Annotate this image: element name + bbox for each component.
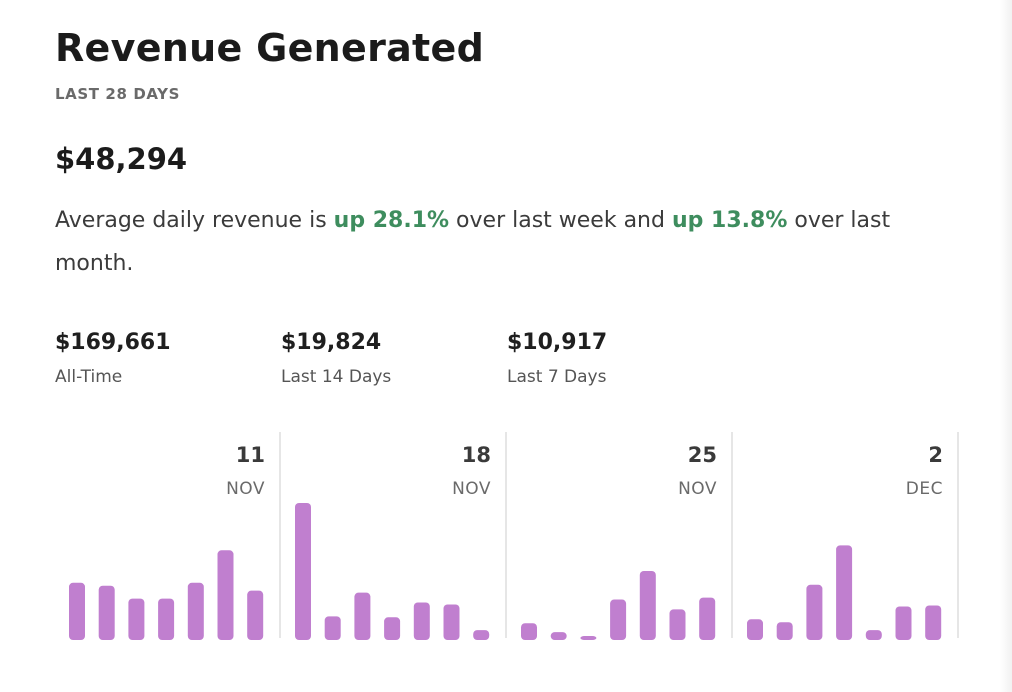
tick-day-label: 2	[928, 443, 943, 467]
period-label: LAST 28 DAYS	[55, 85, 181, 103]
chart-bar[interactable]	[354, 592, 371, 640]
chart-bar[interactable]	[324, 616, 341, 640]
chart-bar[interactable]	[669, 609, 686, 640]
chart-bar[interactable]	[925, 605, 942, 640]
chart-bar[interactable]	[699, 597, 716, 640]
chart-bar[interactable]	[295, 502, 311, 640]
summary-prefix: Average daily revenue is	[55, 208, 334, 233]
tick-day-label: 11	[236, 443, 265, 467]
stat-value: $10,917	[507, 330, 608, 355]
chart-bar[interactable]	[384, 617, 401, 640]
stat-last-14-days: $19,824 Last 14 Days	[281, 328, 391, 391]
chart-bar[interactable]	[413, 602, 430, 640]
chart-bar[interactable]	[639, 570, 656, 640]
stat-value: $169,661	[55, 330, 171, 355]
revenue-summary: Average daily revenue is up 28.1% over l…	[55, 199, 955, 285]
chart-bar[interactable]	[550, 632, 567, 640]
chart-bar[interactable]	[128, 598, 145, 640]
chart-bar[interactable]	[98, 585, 115, 640]
stat-last-7-days: $10,917 Last 7 Days	[507, 328, 607, 391]
chart-bar[interactable]	[580, 636, 597, 640]
chart-bar[interactable]	[836, 545, 853, 640]
summary-middle: over last week and	[449, 208, 672, 233]
chart-bar[interactable]	[187, 582, 204, 640]
stat-value: $19,824	[281, 330, 382, 355]
tick-day-label: 18	[462, 443, 491, 467]
chart-bar[interactable]	[747, 619, 763, 640]
summary-suffix: over last month.	[55, 208, 891, 276]
stat-label: All-Time	[55, 367, 123, 387]
chart-bar[interactable]	[806, 584, 823, 640]
chart-bar[interactable]	[521, 623, 537, 640]
tick-month-label: NOV	[678, 479, 717, 499]
chart-bar[interactable]	[443, 604, 460, 640]
chart-bar[interactable]	[247, 590, 264, 640]
chart-bar[interactable]	[69, 582, 85, 640]
chart-bar[interactable]	[895, 606, 912, 640]
tick-day-label: 25	[688, 443, 717, 467]
chart-bar[interactable]	[217, 550, 234, 640]
card-edge-shadow	[1000, 0, 1012, 692]
tick-month-label: NOV	[226, 479, 265, 499]
stat-all-time: $169,661 All-Time	[55, 328, 171, 391]
card-title: Revenue Generated	[55, 26, 485, 70]
monthly-change: up 13.8%	[671, 208, 788, 233]
stat-label: Last 14 Days	[281, 367, 392, 387]
stat-label: Last 7 Days	[507, 367, 607, 387]
chart-bar[interactable]	[610, 599, 627, 640]
chart-bar[interactable]	[158, 598, 175, 640]
tick-month-label: NOV	[452, 479, 491, 499]
tick-month-label: DEC	[906, 479, 943, 499]
total-revenue: $48,294	[55, 142, 188, 176]
chart-bar[interactable]	[776, 622, 793, 640]
chart-bar[interactable]	[865, 630, 882, 640]
chart-bar[interactable]	[473, 630, 490, 640]
weekly-change: up 28.1%	[333, 208, 450, 233]
